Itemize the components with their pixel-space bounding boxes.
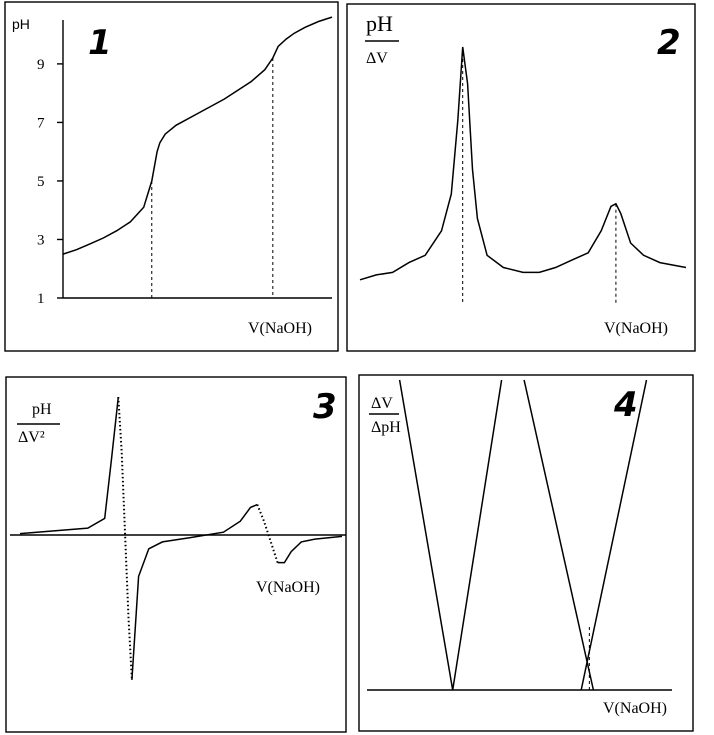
panel-4: ΔV ΔpH 4 V(NaOH) bbox=[367, 379, 672, 717]
panel-1-y-tick-label: 5 bbox=[37, 174, 45, 190]
panel-1-titration-curve bbox=[62, 16, 333, 255]
panel-3-y-label-top: pH bbox=[32, 401, 52, 418]
panel-4-line-2 bbox=[523, 379, 595, 691]
panel-3-curve-dotted-segment bbox=[117, 396, 133, 680]
panel-3-y-label-bottom: ΔV² bbox=[18, 429, 45, 446]
panel-4-x-label: V(NaOH) bbox=[603, 700, 667, 717]
panel-1-number: 1 bbox=[88, 23, 112, 63]
panel-1-y-tick-label: 9 bbox=[37, 57, 45, 73]
panel-1: pH 1 V(NaOH) 1 3 5 7 9 bbox=[12, 16, 333, 337]
panel-4-y-label-top: ΔV bbox=[371, 395, 393, 412]
panel-3-curve-segment bbox=[277, 535, 343, 564]
panel-4-number: 4 bbox=[613, 385, 638, 425]
panel-3-curve-dotted-segment bbox=[256, 504, 279, 563]
panel-4-line-3 bbox=[580, 379, 648, 691]
panel-4-frame bbox=[358, 374, 694, 732]
panel-3-curve-segment bbox=[19, 396, 120, 535]
panel-3-curve-segment bbox=[131, 503, 258, 680]
panel-2: pH ΔV 2 V(NaOH) bbox=[359, 11, 687, 337]
panel-2-frame bbox=[346, 3, 696, 352]
panel-1-y-tick-label: 7 bbox=[37, 115, 45, 131]
panel-2-y-label-bottom: ΔV bbox=[366, 50, 388, 67]
panel-1-frame bbox=[4, 1, 339, 352]
panel-2-x-label: V(NaOH) bbox=[604, 320, 668, 337]
panel-1-y-label: pH bbox=[12, 16, 30, 32]
panel-3-frame bbox=[5, 376, 347, 733]
panel-4-line-1 bbox=[398, 379, 503, 691]
panel-4-y-label-bottom: ΔpH bbox=[371, 419, 401, 436]
panel-3: pH ΔV² 3 V(NaOH) bbox=[10, 387, 346, 680]
panel-1-x-label: V(NaOH) bbox=[248, 320, 312, 337]
panel-2-derivative-curve bbox=[359, 46, 687, 281]
panel-2-number: 2 bbox=[657, 23, 681, 63]
panel-2-y-label-top: pH bbox=[366, 11, 393, 36]
panel-3-x-label: V(NaOH) bbox=[256, 579, 320, 596]
panel-3-number: 3 bbox=[313, 387, 337, 427]
panel-1-y-tick-label: 3 bbox=[37, 232, 45, 248]
panel-1-y-tick-label: 1 bbox=[37, 291, 45, 307]
